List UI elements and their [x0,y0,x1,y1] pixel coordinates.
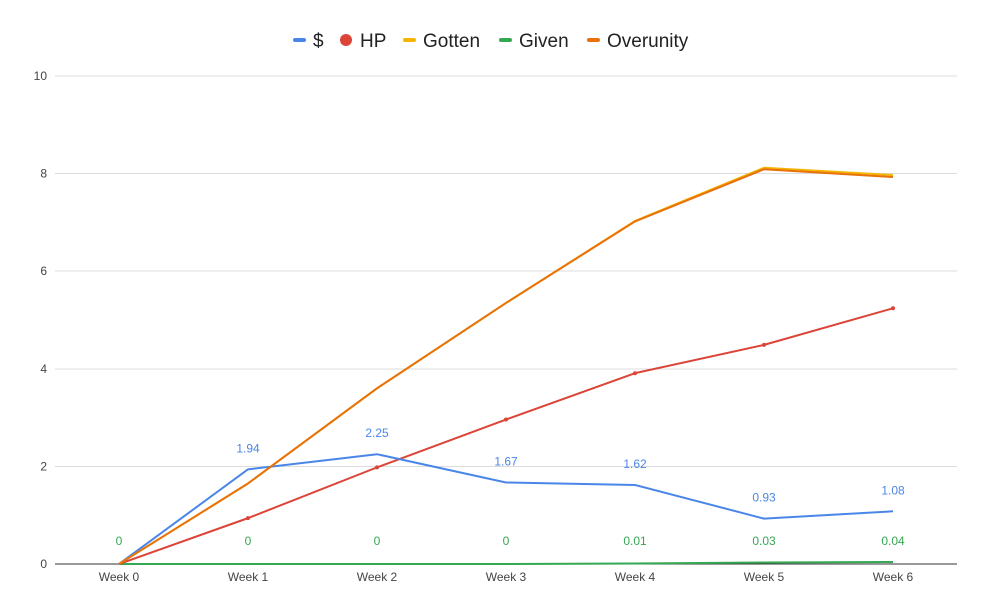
legend-item[interactable]: $ [293,31,324,52]
y-tick-label: 2 [40,459,47,473]
data-label: 1.94 [236,441,260,455]
x-tick-label: Week 2 [357,570,398,584]
legend-dot-icon [340,34,352,46]
y-tick-label: 6 [40,264,47,278]
legend-label: Overunity [607,31,689,52]
data-label: 1.08 [881,483,905,497]
data-label: 0 [374,534,381,548]
hp-point [762,342,766,347]
series-line-Overunity [118,168,894,565]
legend-item[interactable]: Overunity [587,31,689,52]
legend-label: Gotten [423,31,480,52]
y-tick-label: 4 [40,362,47,376]
gridlines [55,75,957,565]
x-axis-tick-labels: Week 0 Week 1 Week 2 Week 3 Week 4 Week 5 Week… [99,570,914,584]
legend-line-icon [499,38,512,42]
legend-item[interactable]: Given [499,31,569,52]
legend-line-icon [403,38,416,42]
y-tick-label: 0 [40,557,47,571]
hp-point [891,306,895,311]
legend-label: $ [313,31,324,52]
y-tick-label: 10 [34,69,48,83]
legend-item[interactable]: HP [340,31,386,52]
hp-point [633,371,637,376]
series-line-HP [118,307,894,565]
x-tick-label: Week 0 [99,570,140,584]
legend-label: Given [519,31,569,52]
x-tick-label: Week 3 [486,570,527,584]
series-line-Given [119,561,894,565]
data-label: 0.04 [881,534,905,548]
legend-label: HP [360,31,386,52]
x-tick-label: Week 5 [744,570,785,584]
data-label: 1.62 [623,457,647,471]
series-line-Gotten [118,166,894,565]
data-label: 1.67 [494,455,518,469]
legend[interactable]: $ HP Gotten Given Overunity [293,31,689,52]
x-tick-label: Week 1 [228,570,269,584]
data-label: 2.25 [365,426,389,440]
legend-line-icon [293,38,306,42]
data-label: 0 [116,534,123,548]
y-tick-label: 8 [40,167,47,181]
x-tick-label: Week 6 [873,570,914,584]
data-label: 0 [245,534,252,548]
data-label: 0.93 [752,491,776,505]
series-lines [118,166,895,565]
y-axis-tick-labels: 0 2 4 6 8 10 [34,69,48,571]
data-labels: 1.94 2.25 1.67 1.62 0.93 1.08 0 0 0 0 0.01 0.03 0.04 [116,426,905,548]
x-tick-label: Week 4 [615,570,656,584]
hp-point [504,417,508,422]
hp-point [246,516,250,521]
legend-item[interactable]: Gotten [403,31,480,52]
data-label: 0 [503,534,510,548]
legend-line-icon [587,38,600,42]
hp-point [375,465,379,470]
series-line- [118,453,894,565]
data-label: 0.01 [623,534,647,548]
data-label: 0.03 [752,534,776,548]
